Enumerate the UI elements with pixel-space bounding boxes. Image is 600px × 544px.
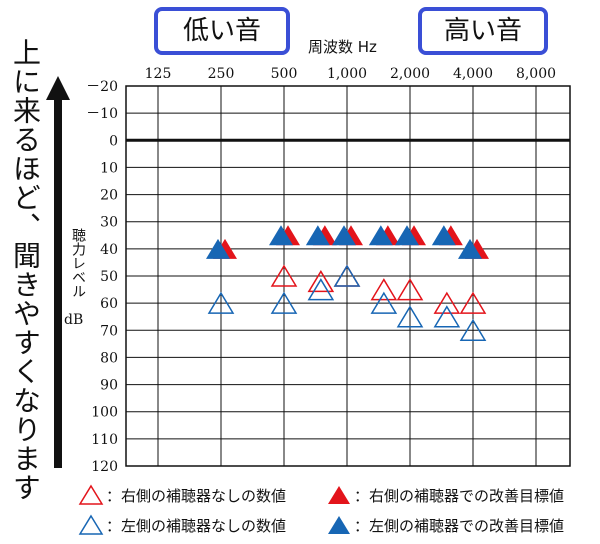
legend-left-without: ：左側の補聴器なしの数値: [78, 514, 286, 536]
right-without-point: [307, 269, 335, 293]
y-tick-label: 0: [109, 133, 118, 149]
left-without-point: [270, 291, 298, 314]
y-tick-label: －10: [86, 106, 118, 122]
left-target-point: [269, 225, 293, 246]
x-tick-label: 1,000: [327, 66, 367, 82]
y-tick-label: 80: [100, 350, 118, 366]
legend-right-target-label: ：右側の補聴器での改善目標値: [354, 486, 565, 505]
left-without-point: [307, 278, 335, 301]
high-sound-tag: 高い音: [418, 7, 548, 55]
x-axis-title: 周波数 Hz: [308, 38, 377, 56]
left-without-point: [207, 291, 235, 314]
legend-right-without: ：右側の補聴器なしの数値: [78, 484, 286, 506]
y-tick-label: 40: [100, 242, 118, 258]
legend-right-without-label: ：右側の補聴器なしの数値: [106, 486, 287, 505]
x-tick-label: 500: [271, 66, 298, 82]
chart-tick-labels: 125 250 500 1,000 2,000 4,000 8,000 －20 －10 0 10 20…: [86, 66, 556, 475]
y-tick-label: 20: [100, 188, 118, 204]
left-without-point: [333, 264, 361, 287]
chart-grid: [125, 85, 571, 467]
left-target-point: [305, 225, 330, 246]
right-without-point: [370, 278, 398, 301]
y-tick-label: 70: [100, 323, 118, 339]
y-tick-label: 110: [91, 432, 118, 448]
right-without-point: [396, 278, 424, 301]
x-tick-label: 2,000: [390, 66, 430, 82]
left-target-point: [458, 238, 482, 259]
y-tick-label: 90: [100, 378, 118, 394]
left-without-point: [370, 291, 398, 314]
legend-right-target: ：右側の補聴器での改善目標値: [326, 484, 564, 506]
y-tick-label: 10: [100, 160, 118, 176]
y-tick-label: 30: [100, 215, 118, 231]
legend-left-without-label: ：左側の補聴器なしの数値: [106, 516, 287, 535]
low-sound-tag: 低い音: [154, 7, 290, 55]
legend-left-target: ：左側の補聴器での改善目標値: [326, 514, 564, 536]
x-tick-label: 8,000: [516, 66, 556, 82]
x-tick-label: 125: [145, 66, 172, 82]
y-tick-label: －20: [86, 79, 118, 95]
left-target-point: [206, 238, 230, 259]
up-arrow-icon: [46, 76, 70, 100]
y-tick-label: 60: [100, 296, 118, 312]
filled-triangle-blue-icon: [328, 516, 350, 534]
x-tick-label: 250: [208, 66, 235, 82]
left-without-point: [433, 305, 461, 328]
up-arrow-shaft: [54, 98, 62, 468]
y-tick-label: 100: [91, 405, 118, 421]
left-target-point: [395, 225, 419, 246]
y-tick-label: 50: [100, 269, 118, 285]
x-tick-label: 4,000: [453, 66, 493, 82]
right-without-point: [270, 264, 298, 287]
y-axis-title: 聴力レベル: [70, 228, 86, 298]
left-target-point: [431, 225, 456, 246]
left-without-point: [459, 318, 487, 342]
right-without-point: [433, 291, 461, 314]
open-triangle-red-icon: [78, 484, 104, 505]
left-target-point: [368, 225, 393, 246]
vertical-note: 上に来るほど、聞きやすくなります: [9, 38, 42, 502]
filled-triangle-red-icon: [328, 486, 350, 504]
y-axis-unit: dB: [64, 312, 84, 328]
left-without-point: [396, 305, 424, 328]
right-without-point: [459, 291, 487, 314]
left-target-point: [332, 225, 356, 246]
legend-left-target-label: ：左側の補聴器での改善目標値: [354, 516, 565, 535]
chart-marks: [206, 225, 489, 342]
open-triangle-blue-icon: [78, 514, 104, 535]
y-tick-label: 120: [91, 459, 118, 475]
